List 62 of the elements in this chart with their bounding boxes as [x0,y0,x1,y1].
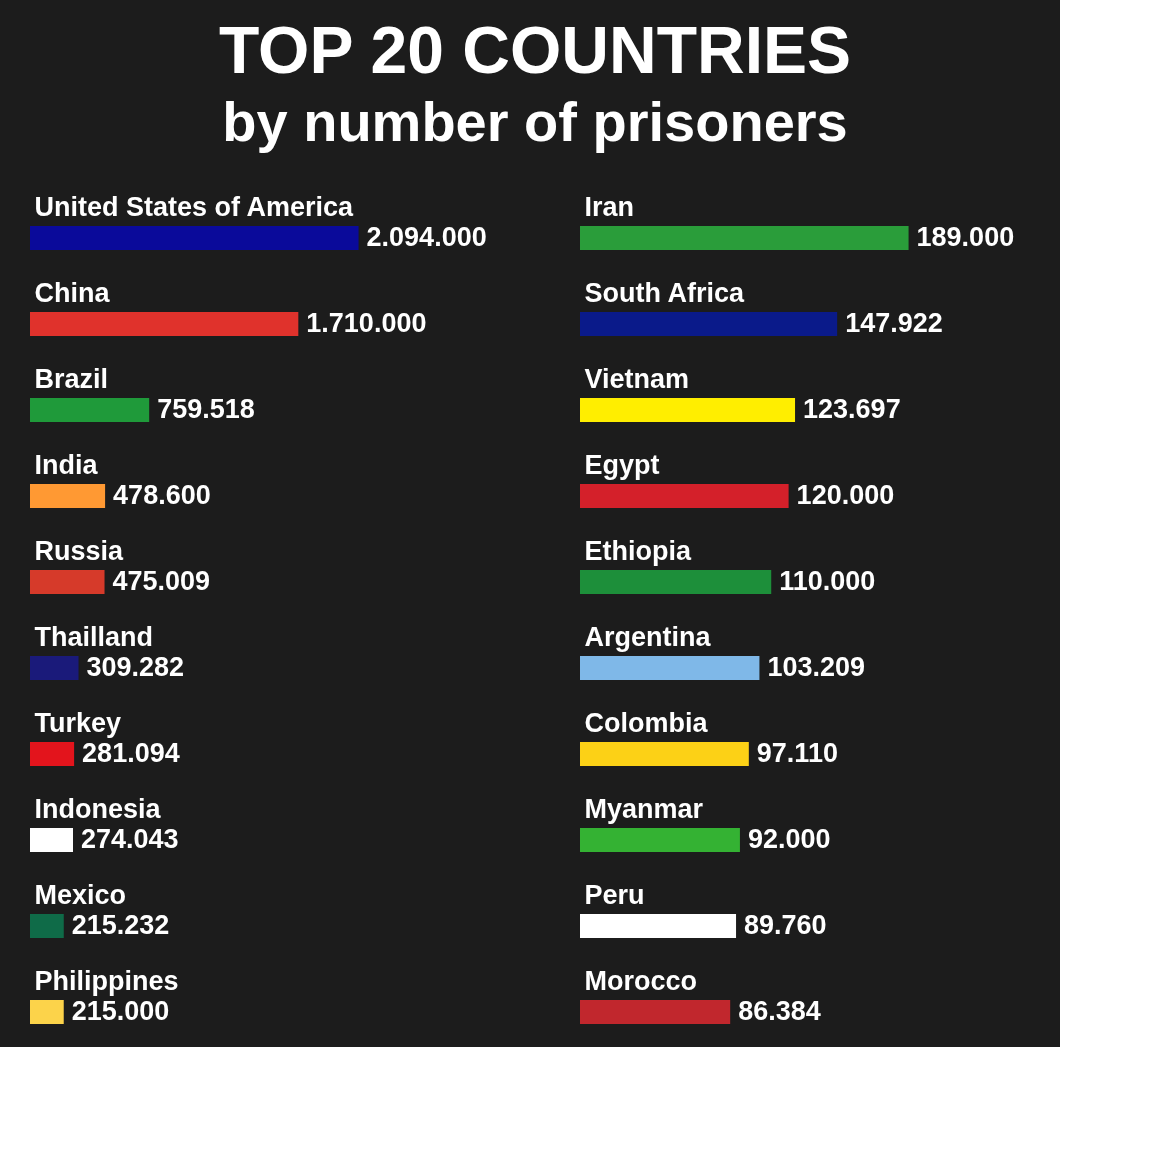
data-label: 97.110 [756,738,838,768]
y-tick-label: Colombia [584,708,709,738]
y-tick-label: Philippines [34,966,179,996]
data-label: 147.922 [845,308,943,338]
data-label: 123.697 [803,394,901,424]
bar [580,226,909,250]
bar [30,398,150,422]
data-label: 86.384 [738,996,821,1026]
bar [580,398,796,422]
bar [30,570,105,594]
bar [580,742,749,766]
y-tick-label: United States of America [34,192,355,222]
text: TOP 20 COUNTRIES [218,13,852,87]
bar [30,484,106,508]
bar [30,226,359,250]
y-tick-label: Iran [584,192,635,222]
data-label: 110.000 [779,566,876,596]
y-tick-label: Ethiopia [584,536,692,566]
data-label: 89.760 [744,910,827,940]
y-tick-label: Vietnam [584,364,690,394]
y-tick-label: South Africa [584,278,745,308]
y-tick-label: Russia [34,536,125,566]
bar [580,312,838,336]
data-label: 1.710.000 [306,308,427,338]
y-tick-label: India [34,450,99,480]
data-label: 189.000 [916,222,1015,252]
data-label: 120.000 [796,480,895,510]
y-tick-label: Thailland [34,622,154,652]
bar [30,742,75,766]
y-tick-label: Peru [584,880,645,910]
data-label: 309.282 [86,652,185,682]
y-tick-label: Argentina [584,622,712,652]
y-tick-label: Indonesia [34,794,162,824]
data-label: 274.043 [81,824,179,854]
bar [580,828,740,852]
data-label: 475.009 [112,566,211,596]
data-label: 92.000 [747,824,831,854]
bar [30,312,299,336]
data-label: 281.094 [82,738,180,768]
bar [580,656,760,680]
data-label: 215.000 [71,996,170,1026]
y-tick-label: Brazil [34,364,109,394]
y-tick-label: China [34,278,111,308]
y-tick-label: Myanmar [584,794,704,824]
data-label: 478.600 [113,480,211,510]
bar [30,914,64,938]
data-label: 215.232 [71,910,170,940]
y-tick-label: Turkey [34,708,122,738]
text: by number of prisoners [222,90,848,153]
data-label: 103.209 [767,652,866,682]
bar [580,570,772,594]
y-tick-label: Egypt [584,450,660,480]
bar [580,484,789,508]
data-label: 759.518 [157,394,255,424]
bar [30,1000,64,1024]
bar [580,1000,731,1024]
bar [580,914,737,938]
y-tick-label: Mexico [34,880,127,910]
bar [30,656,79,680]
y-tick-label: Morocco [584,966,698,996]
bar [30,828,73,852]
data-label: 2.094.000 [366,222,487,252]
